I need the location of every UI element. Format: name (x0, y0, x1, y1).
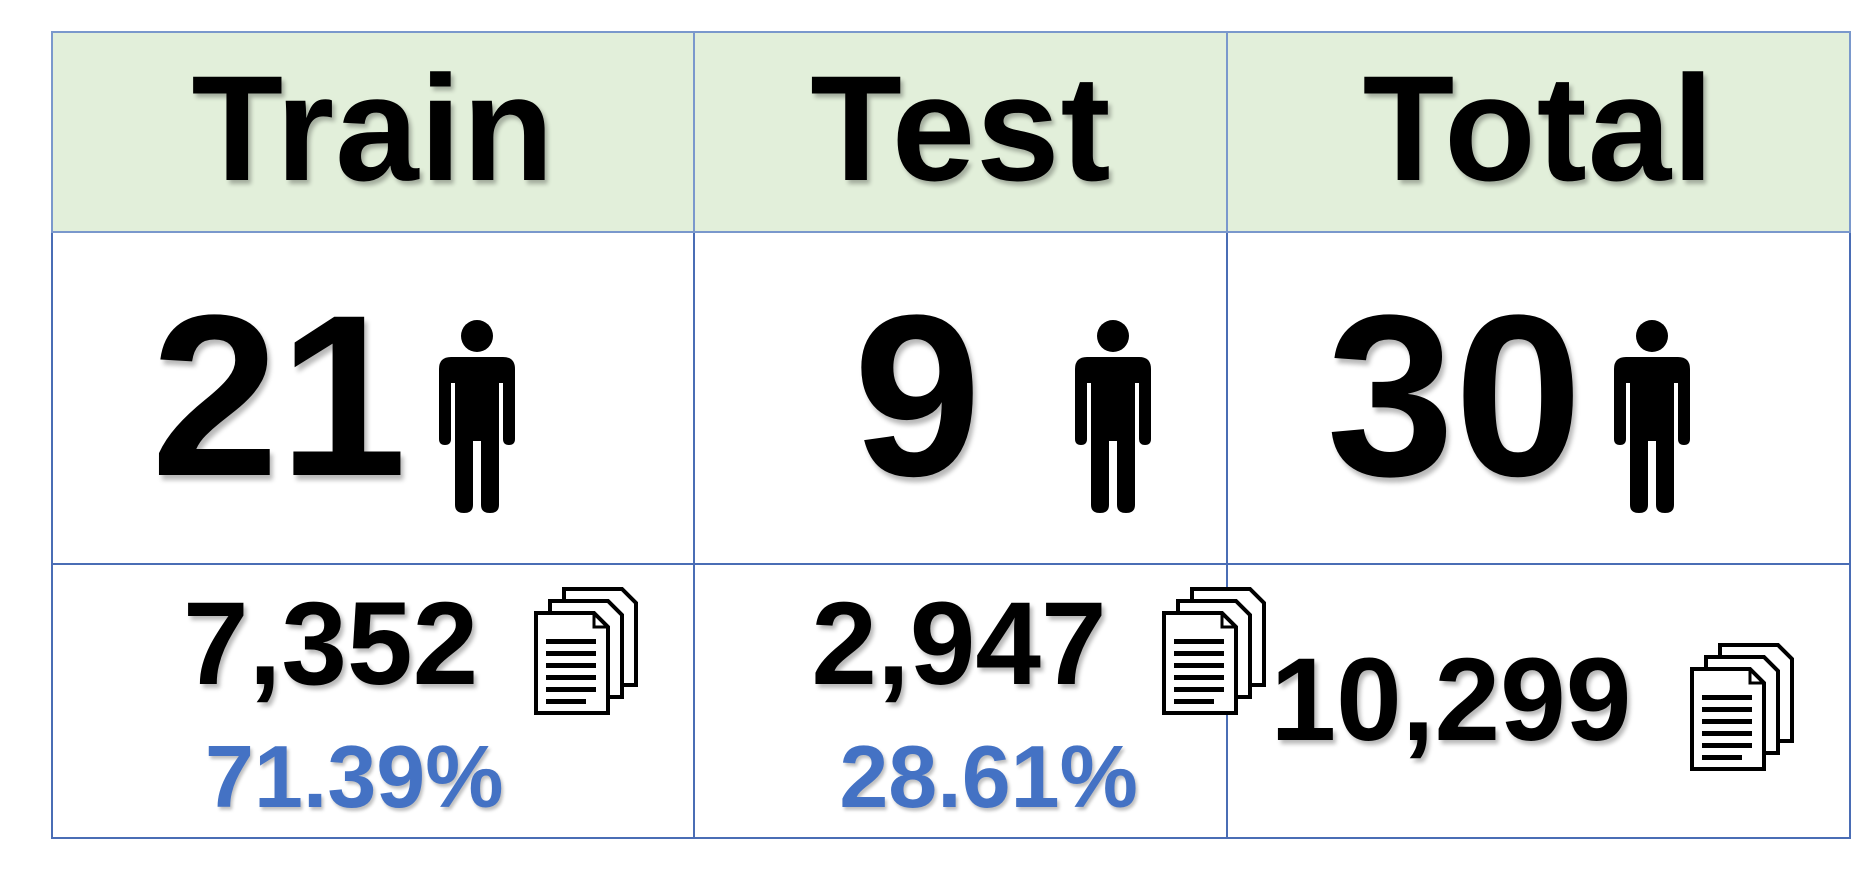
person-icon (437, 319, 517, 513)
header-label-train: Train (191, 44, 555, 212)
header-train: Train (50, 31, 696, 233)
dataset-split-table: Train Test Total 21 9 30 (50, 31, 1851, 839)
subjects-cell-test: 9 (693, 231, 1229, 565)
header-test: Test (693, 31, 1229, 233)
subjects-cell-train: 21 (50, 231, 696, 565)
header-row: Train Test Total (50, 31, 1851, 233)
documents-icon (534, 587, 638, 715)
samples-cell-test: 2,947 28.61% (693, 563, 1227, 839)
percent-test: 28.61% (839, 727, 1138, 826)
samples-row: 7,352 71.39% 2,947 28.61% 10,299 (50, 563, 1851, 839)
samples-count-train: 7,352 (183, 578, 479, 710)
samples-cell-train: 7,352 71.39% (50, 563, 696, 839)
samples-cell-total: 10,299 (1226, 563, 1851, 839)
samples-count-total: 10,299 (1270, 634, 1632, 766)
documents-icon (1690, 643, 1794, 771)
header-total: Total (1226, 31, 1851, 233)
subjects-count-test: 9 (853, 267, 982, 524)
header-label-test: Test (810, 44, 1112, 212)
subjects-row: 21 9 30 (50, 231, 1851, 565)
subjects-count-train: 21 (151, 267, 407, 524)
percent-train: 71.39% (205, 727, 504, 826)
subjects-count-total: 30 (1326, 267, 1583, 524)
header-label-total: Total (1362, 44, 1715, 212)
person-icon (1073, 319, 1153, 513)
person-icon (1612, 319, 1692, 513)
subjects-cell-total: 30 (1226, 231, 1851, 565)
samples-count-test: 2,947 (811, 578, 1107, 710)
